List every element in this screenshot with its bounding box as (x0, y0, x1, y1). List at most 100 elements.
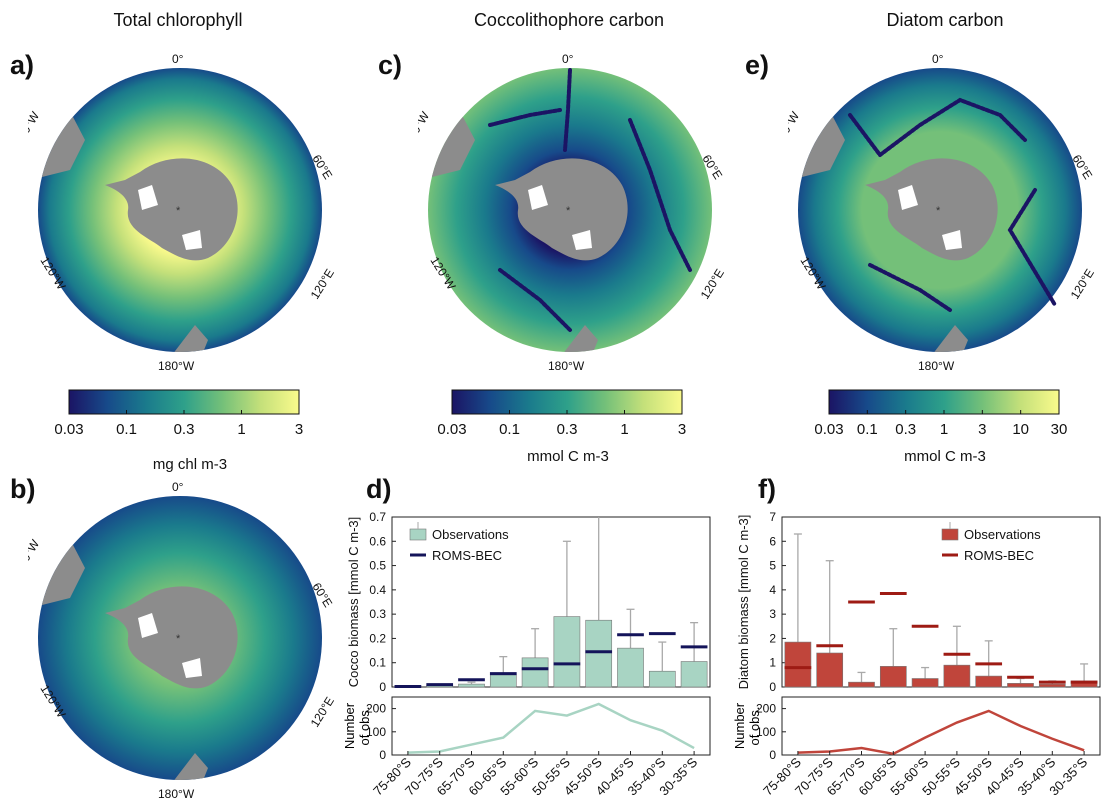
colorbar-tick-label: 0.1 (499, 421, 520, 438)
plot-frame (781, 516, 1101, 688)
counts-frame (781, 696, 1101, 756)
africa-land (995, 68, 1050, 85)
counts-y-tick-label: 200 (366, 702, 386, 716)
map-label-0: 0° (172, 52, 184, 66)
ice-shelf-weddell (528, 185, 548, 210)
map-label-120e: 120°E (308, 266, 337, 301)
title-diatom-carbon: Diatom carbon (886, 10, 1004, 30)
south-pole-marker: * (566, 205, 571, 217)
map-label-0: 0° (562, 52, 574, 66)
y-axis-label: Cocco biomass [mmol C m-3] (346, 517, 361, 687)
cruise-track (868, 263, 952, 312)
ice-shelf-weddell (898, 185, 918, 210)
colorbar-tick-label: 1 (237, 421, 245, 438)
y-tick-label: 0.7 (369, 510, 386, 524)
title-total-chlorophyll: Total chlorophyll (113, 10, 243, 30)
y-tick-label: 0.5 (369, 559, 386, 573)
observation-bar (648, 670, 676, 688)
counts-y-axis-label: Numberof obs. (732, 702, 762, 749)
colorbar-diatom: 0.03 0.1 0.3 1 3 10 30 (815, 389, 1068, 438)
map-label-180w: 180°W (158, 787, 195, 801)
observation-bar (553, 616, 581, 688)
observation-bar (943, 664, 971, 688)
title-coccolithophore-carbon: Coccolithophore carbon (473, 10, 665, 30)
counts-y-tick-label: 100 (366, 725, 386, 739)
counts-y-tick-label: 100 (756, 725, 776, 739)
cruise-track (848, 97, 1027, 158)
colorbar-unit-chlorophyll: mg chl m-3 (40, 456, 340, 473)
colorbar-unit-diatom: mmol C m-3 (795, 448, 1095, 465)
legend-label-model: ROMS-BEC (432, 548, 502, 563)
south-pole-marker: * (176, 633, 181, 645)
colorbar-tick-label: 1 (620, 421, 628, 438)
y-tick-label: 2 (769, 631, 776, 645)
africa-land (235, 496, 290, 513)
y-tick-label: 5 (769, 559, 776, 573)
colorbar-tick-label: 3 (978, 421, 986, 438)
colorbar-tick-label: 30 (1051, 421, 1068, 438)
colorbar-unit-text: mmol C m-3 (904, 448, 986, 465)
y-axis-label: Diatom biomass [mmol C m-3] (736, 515, 751, 690)
colorbar-tick-label: 0.1 (116, 421, 137, 438)
colorbar-tick-label: 0.03 (815, 421, 844, 438)
y-tick-label: 6 (769, 534, 776, 548)
map-label-0: 0° (172, 480, 184, 494)
colorbar-unit-text: mg chl m-3 (152, 456, 228, 473)
colorbar-tick-label: 0.3 (174, 421, 195, 438)
map-label-60w: 60°W (418, 109, 433, 142)
counts-frame (391, 696, 711, 756)
y-tick-label: 4 (769, 583, 776, 597)
legend-label-observations: Observations (964, 527, 1041, 542)
cruise-track (1007, 188, 1057, 307)
colorbar-tick-label: 3 (295, 421, 303, 438)
map-label-120e: 120°E (698, 266, 727, 301)
ice-shelf-weddell (138, 185, 158, 210)
map-label-180w: 180°W (158, 359, 195, 373)
observation-bar (816, 652, 844, 688)
y-tick-label: 0.1 (369, 656, 386, 670)
y-tick-label: 0 (379, 680, 386, 694)
counts-y-tick-label: 200 (756, 702, 776, 716)
counts-y-axis-label: Numberof obs. (342, 702, 372, 749)
counts-line (797, 709, 1085, 756)
antarctica-land (105, 586, 238, 689)
map-label-120e: 120°E (1068, 266, 1097, 301)
chart-diatom-biomass: 0 1 2 3 4 5 6 7 Diatom biomass [mmol C m-3] Obser… (732, 510, 1101, 795)
map-label-180w: 180°W (918, 359, 955, 373)
panel-label-b: b) (10, 474, 36, 504)
ice-shelf-weddell (138, 613, 158, 638)
observation-bar (1007, 683, 1034, 688)
colorbar-tick-label: 0.3 (557, 421, 578, 438)
cruise-track (563, 68, 572, 152)
cruise-track (488, 108, 562, 127)
chart-cocco-biomass: 0 0.1 0.2 0.3 0.4 0.5 0.6 0.7 Cocco biomass [mmo… (342, 510, 711, 795)
cruise-track (628, 118, 692, 272)
south-pole-marker: * (936, 205, 941, 217)
y-tick-label: 0.2 (369, 631, 386, 645)
colorbar-tick-label: 0.03 (438, 421, 467, 438)
ice-shelf-ross (942, 230, 962, 250)
map-label-120e: 120°E (308, 694, 337, 729)
colorbar-tick-label: 3 (678, 421, 686, 438)
antarctica-land (495, 158, 628, 261)
observation-bar (848, 681, 875, 688)
colorbar-tick-label: 10 (1012, 421, 1029, 438)
legend-swatch-observations (941, 528, 959, 541)
observation-bar (911, 678, 939, 688)
observation-bar (680, 661, 708, 688)
y-tick-label: 0 (769, 680, 776, 694)
south-pole-marker: * (176, 205, 181, 217)
y-tick-label: 0.4 (369, 583, 386, 597)
ice-shelf-ross (182, 658, 202, 678)
panel-label-d: d) (366, 474, 392, 504)
observation-bar (617, 647, 644, 688)
map-label-180w: 180°W (548, 359, 585, 373)
legend-label-observations: Observations (432, 527, 509, 542)
map-label-60w: 60°W (28, 109, 43, 142)
legend-swatch-observations (409, 528, 427, 541)
y-tick-label: 0.3 (369, 607, 386, 621)
map-label-60w: 60°W (28, 537, 43, 570)
cruise-track (498, 268, 572, 332)
